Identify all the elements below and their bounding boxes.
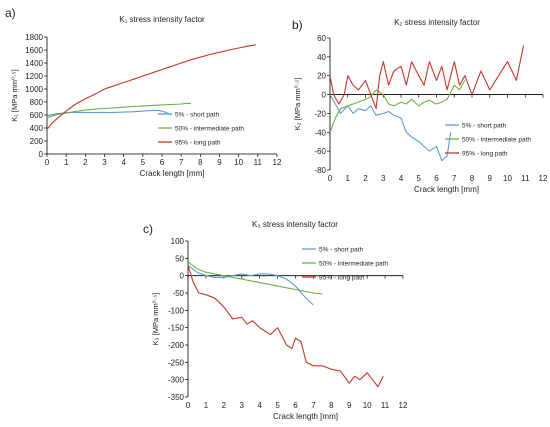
- panel-b-y-tick-label: -80: [314, 166, 326, 175]
- panel-b-y-tick-label: -20: [314, 109, 326, 118]
- panel-c-x-tick-label: 1: [204, 401, 209, 410]
- panel-b-x-tick-label: 1: [346, 174, 351, 183]
- panel-a-legend-label-2: 50% - intermediate path: [175, 126, 244, 133]
- panel-a-series-line-2: [46, 102, 191, 119]
- panel-b-legend-label-1: 5% - short path: [462, 123, 506, 130]
- panel-b-series-line-2: [329, 80, 466, 133]
- panel-b-series-line-3: [329, 45, 525, 110]
- panel-a-x-tick-label: 0: [45, 158, 50, 167]
- panel-c-x-tick-label: 0: [186, 401, 191, 410]
- panel-a-x-tick-label: 5: [141, 158, 146, 167]
- panel-c-x-tick-label: 3: [240, 401, 245, 410]
- panel-a-x-tick-label: 12: [273, 158, 282, 167]
- panel-c-series-line-1: [187, 264, 314, 306]
- panel-b-title: K₂ stress intensity factor: [394, 18, 480, 27]
- panel-b-x-tick-label: 4: [399, 174, 404, 183]
- panel-c-series-line-2: [187, 261, 323, 295]
- panel-a-legend-label-1: 5% - short path: [175, 112, 219, 119]
- panel-a-y-tick-label: 0: [39, 150, 44, 159]
- panel-b-x-tick-label: 6: [434, 174, 439, 183]
- panel-a-legend-label-3: 95% - long path: [175, 140, 221, 147]
- panel-b-y-tick-label: -60: [314, 147, 326, 156]
- panel-c-y-tick-label: 0: [180, 272, 185, 281]
- panel-a-label: a): [5, 6, 16, 20]
- panel-c-x-tick-label: 4: [257, 401, 262, 410]
- panel-a-x-tick-label: 9: [217, 158, 222, 167]
- panel-a-y-tick-label: 1600: [25, 46, 43, 55]
- panel-c-title: K₃ stress intensity factor: [252, 220, 338, 229]
- panel-a-x-tick-label: 10: [234, 158, 243, 167]
- panel-b-y-tick-label: 0: [322, 91, 327, 100]
- panel-b-x-tick-label: 2: [363, 174, 368, 183]
- panel-b-x-tick-label: 12: [539, 174, 548, 183]
- panel-b-label: b): [292, 18, 303, 32]
- panel-b-y-tick-label: 20: [317, 72, 326, 81]
- panel-b-x-tick-label: 8: [470, 174, 475, 183]
- panel-a-series-line-3: [46, 44, 256, 130]
- panel-c-x-tick-label: 12: [399, 401, 408, 410]
- panel-c-y-tick-label: -200: [168, 341, 185, 350]
- panel-c-y-tick-label: -350: [168, 393, 185, 402]
- panel-a-x-tick-label: 2: [83, 158, 88, 167]
- panel-c-y-tick-label: -150: [168, 324, 185, 333]
- panel-c-x-tick-label: 8: [329, 401, 334, 410]
- panel-c-legend-label-3: 95% - long path: [319, 275, 365, 282]
- panel-b-y-tick-label: 40: [317, 53, 326, 62]
- panel-c-x-axis-label: Crack length [mm]: [273, 412, 338, 421]
- panel-a-title: K₁ stress intensity factor: [119, 15, 205, 24]
- panel-a-y-tick-label: 600: [30, 111, 44, 120]
- panel-b-x-tick-label: 10: [503, 174, 512, 183]
- panel-c-x-tick-label: 10: [363, 401, 372, 410]
- panel-c-y-tick-label: -50: [172, 289, 184, 298]
- panel-c-y-tick-label: 50: [175, 254, 184, 263]
- panel-b-x-tick-label: 0: [328, 174, 333, 183]
- panel-a-x-tick-label: 7: [179, 158, 184, 167]
- panel-c-legend-label-1: 5% - short path: [319, 247, 363, 254]
- panel-a-x-axis-label: Crack length [mm]: [140, 169, 205, 178]
- panel-c-y-tick-label: 100: [171, 237, 185, 246]
- panel-a-x-tick-label: 4: [121, 158, 126, 167]
- panel-a-y-tick-label: 800: [30, 98, 44, 107]
- panel-c-legend-label-2: 50% - intermediate path: [319, 261, 388, 268]
- panel-b-x-tick-label: 5: [417, 174, 422, 183]
- panel-c-x-tick-label: 6: [293, 401, 298, 410]
- panel-a-y-tick-label: 1200: [25, 72, 43, 81]
- panel-a-y-tick-label: 1000: [25, 85, 43, 94]
- panel-c-series-line-3: [187, 265, 384, 388]
- panel-c-x-tick-label: 5: [275, 401, 280, 410]
- panel-b-series-line-1: [329, 94, 452, 162]
- panel-b-x-tick-label: 11: [521, 174, 530, 183]
- panel-c-x-tick-label: 2: [222, 401, 227, 410]
- panel-a-y-tick-label: 1800: [25, 33, 43, 42]
- panel-c-x-tick-label: 11: [381, 401, 390, 410]
- panel-b-x-tick-label: 3: [381, 174, 386, 183]
- panel-c-x-tick-label: 9: [347, 401, 352, 410]
- panel-b-x-axis-label: Crack length [mm]: [414, 185, 479, 194]
- panel-c-label: c): [143, 222, 153, 236]
- panel-a-x-tick-label: 6: [160, 158, 165, 167]
- panel-b-y-tick-label: -40: [314, 128, 326, 137]
- panel-b-y-axis-label: K₂ [MPa mm⁰·⁵]: [293, 78, 302, 131]
- panel-c-y-axis-label: K₃ [MPa mm⁰·⁵]: [151, 293, 160, 346]
- panel-a-x-tick-label: 1: [64, 158, 69, 167]
- panel-b-legend-label-2: 50% - intermediate path: [462, 137, 531, 144]
- panel-c-y-tick-label: -250: [168, 358, 185, 367]
- panel-c-y-tick-label: -100: [168, 306, 185, 315]
- panel-a-y-tick-label: 200: [30, 137, 44, 146]
- panel-b-y-tick-label: 60: [317, 34, 326, 43]
- panel-b-x-tick-label: 9: [488, 174, 493, 183]
- panel-c-y-tick-label: -300: [168, 376, 185, 385]
- panel-b-legend-label-3: 95% - long path: [462, 151, 508, 158]
- panel-c-x-tick-label: 7: [311, 401, 316, 410]
- panel-a-x-tick-label: 3: [102, 158, 107, 167]
- panel-a-x-tick-label: 11: [254, 158, 263, 167]
- panel-a-x-tick-label: 8: [198, 158, 203, 167]
- panel-a-y-tick-label: 1400: [25, 59, 43, 68]
- panel-b-x-tick-label: 7: [452, 174, 457, 183]
- panel-a-y-tick-label: 400: [30, 124, 44, 133]
- panel-a-y-axis-label: K₁ [MPa mm⁰·⁵]: [10, 69, 19, 121]
